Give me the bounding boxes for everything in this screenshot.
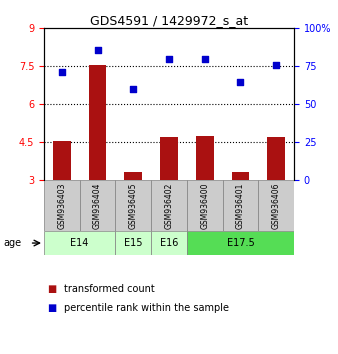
Point: [273, 62, 279, 68]
Bar: [44, 181, 80, 231]
Bar: [53, 141, 71, 181]
Text: transformed count: transformed count: [64, 284, 155, 293]
Text: age: age: [3, 238, 22, 248]
Text: E14: E14: [71, 238, 89, 248]
Point: [166, 56, 172, 62]
Point: [238, 79, 243, 84]
Point: [202, 56, 208, 62]
Text: E15: E15: [124, 238, 143, 248]
Text: GSM936406: GSM936406: [272, 183, 281, 229]
Title: GDS4591 / 1429972_s_at: GDS4591 / 1429972_s_at: [90, 14, 248, 27]
Bar: [89, 65, 106, 181]
Bar: [160, 137, 178, 181]
Bar: [223, 181, 258, 231]
Bar: [187, 231, 294, 255]
Bar: [232, 172, 249, 181]
Bar: [196, 136, 214, 181]
Text: GSM936403: GSM936403: [57, 183, 66, 229]
Bar: [115, 181, 151, 231]
Bar: [151, 231, 187, 255]
Bar: [124, 172, 142, 181]
Bar: [187, 181, 223, 231]
Text: GSM936404: GSM936404: [93, 183, 102, 229]
Bar: [80, 181, 115, 231]
Bar: [258, 181, 294, 231]
Bar: [267, 137, 285, 181]
Text: percentile rank within the sample: percentile rank within the sample: [64, 303, 229, 313]
Point: [130, 86, 136, 92]
Point: [95, 47, 100, 52]
Point: [59, 70, 65, 75]
Text: GSM936400: GSM936400: [200, 183, 209, 229]
Text: ■: ■: [47, 303, 56, 313]
Text: GSM936401: GSM936401: [236, 183, 245, 229]
Bar: [115, 231, 151, 255]
Text: GSM936405: GSM936405: [129, 183, 138, 229]
Text: GSM936402: GSM936402: [165, 183, 173, 229]
Text: E16: E16: [160, 238, 178, 248]
Text: E17.5: E17.5: [226, 238, 254, 248]
Bar: [44, 231, 115, 255]
Text: ■: ■: [47, 284, 56, 293]
Bar: [151, 181, 187, 231]
